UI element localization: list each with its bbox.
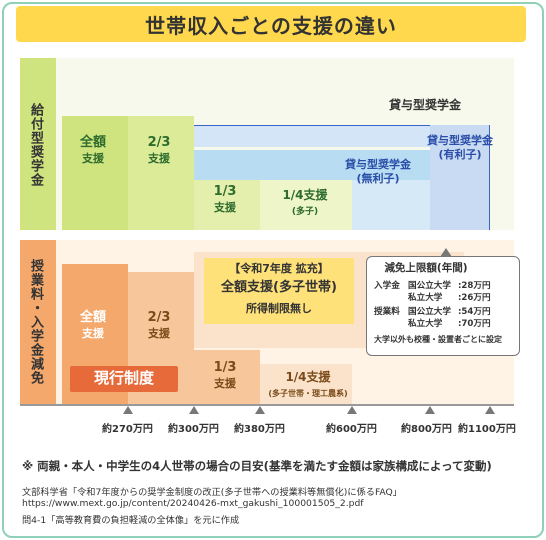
reduction-two-thirds-label: 2/3 支援 (147, 310, 171, 341)
source-line-2: https://www.mext.go.jp/content/20240426-… (22, 498, 364, 509)
limits-row: 私立大学:26万円 (408, 293, 491, 303)
tick-marker (347, 406, 357, 414)
limits-rows: 入学金 国公立大学:28万円 私立大学:26万円 授業料 国公立大学:54万円 私立… (374, 280, 518, 330)
reduction-one-third-label: 1/3 支援 (213, 360, 237, 391)
tick-marker (123, 406, 133, 414)
grant-one-quarter-bar (260, 180, 352, 230)
grant-two-thirds-bar (128, 116, 194, 230)
limits-row: 授業料 国公立大学:54万円 (374, 307, 491, 317)
grant-section-label: 給付型奨学金 (28, 103, 43, 187)
reduction-section-label-bg (20, 240, 56, 404)
tick-label-300: 約300万円 (168, 424, 219, 435)
grant-one-quarter-label: 1/4支援 (多子) (282, 188, 328, 217)
tick-marker (189, 406, 199, 414)
current-system-badge (70, 366, 178, 392)
footnote: ※ 両親・本人・中学生の4人世帯の場合の目安(基準を満たす金額は家族構成によって… (22, 459, 492, 473)
loan-no-interest-lower (352, 180, 430, 230)
reduction-one-quarter-bar (260, 364, 352, 404)
loan-interest-bar (430, 125, 490, 230)
loan-header-band (194, 125, 490, 147)
limits-title: 減免上限額(年間) (384, 262, 468, 274)
limits-row: 入学金 国公立大学:28万円 (374, 281, 491, 291)
tick-label-800: 約800万円 (401, 424, 452, 435)
tick-marker (425, 406, 435, 414)
expansion-tag: 【令和7年度 拡充】 (229, 262, 329, 275)
limits-row: 私立大学:70万円 (408, 319, 491, 329)
expansion-subtitle: 所得制限無し (246, 302, 312, 315)
tick-label-270: 約270万円 (102, 424, 153, 435)
grant-full-bar (62, 116, 128, 230)
grant-one-third-bar (194, 174, 260, 230)
source-line-1: 文部科学省「令和7年度からの奨学金制度の改正(多子世帯への授業料等無償化)に係る… (22, 487, 402, 498)
reduction-one-third-bar (194, 350, 260, 404)
loan-header-label: 貸与型奨学金 (388, 98, 461, 112)
tick-marker (485, 406, 495, 414)
grant-section-label-bg (20, 58, 56, 230)
grant-full-label: 全額 支援 (79, 135, 106, 166)
tick-label-600: 約600万円 (326, 424, 377, 435)
grant-one-third-label: 1/3 支援 (213, 184, 237, 215)
loan-no-interest-bar (194, 150, 430, 180)
reduction-full-label: 全額 支援 (79, 310, 106, 341)
reduction-one-quarter-label: 1/4支援 (多子世帯・理工農系) (268, 370, 348, 398)
page-title: 世帯収入ごとの支援の違い (145, 14, 397, 38)
tick-label-380: 約380万円 (234, 424, 285, 435)
expansion-box (204, 258, 354, 324)
reduction-section-label: 授業料・入学金減免 (28, 259, 43, 385)
source-line-3: 問4-1「高等教育費の負担軽減の全体像」を元に作成 (22, 515, 240, 526)
current-system-label: 現行制度 (93, 369, 154, 387)
limits-panel (366, 256, 520, 356)
limits-note: 大学以外も校種・設置者ごとに設定 (374, 335, 502, 344)
tick-marker (255, 406, 265, 414)
loan-interest-label: 貸与型奨学金 (有利子) (427, 134, 493, 161)
loan-no-interest-label: 貸与型奨学金 (無利子) (345, 158, 411, 185)
limits-panel-pointer (440, 248, 452, 257)
tick-label-1100: 約1100万円 (458, 424, 516, 435)
title-band (16, 6, 526, 42)
income-axis-line (20, 404, 514, 406)
expansion-title: 全額支援(多子世帯) (221, 280, 337, 295)
grant-two-thirds-label: 2/3 支援 (147, 135, 171, 166)
